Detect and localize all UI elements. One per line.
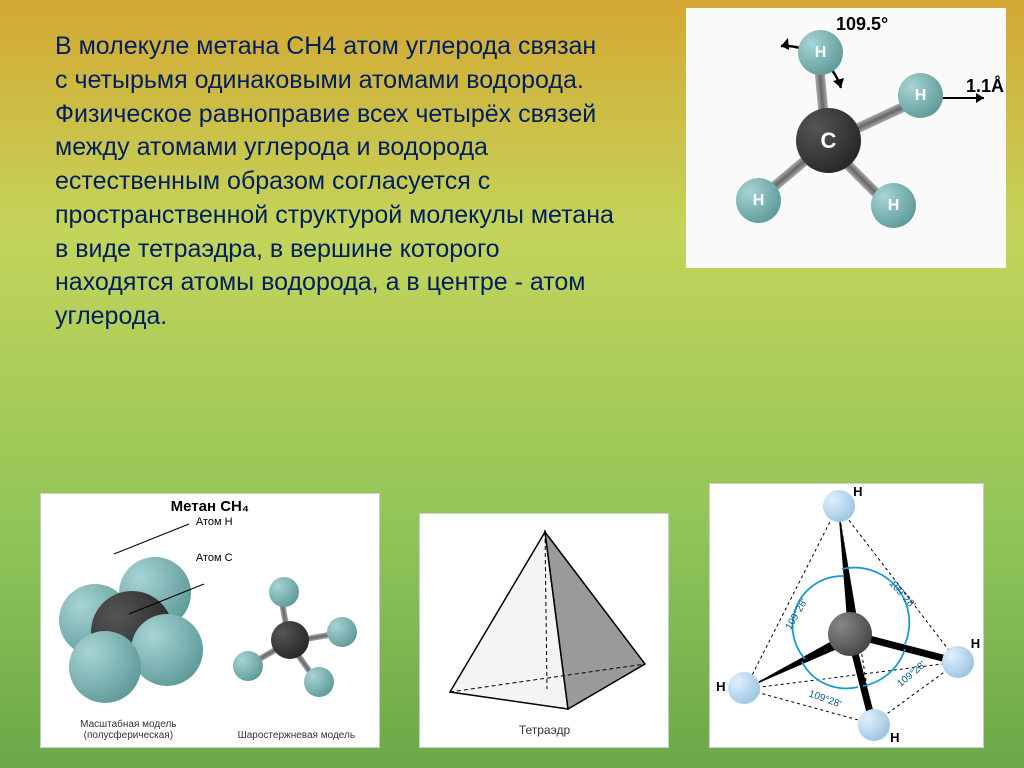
ballstick-model	[229, 579, 359, 709]
h-label-1: H	[853, 484, 862, 499]
vertex-atom-3	[942, 646, 974, 678]
tetrahedron-svg	[420, 514, 670, 724]
spacefill-caption: Масштабная модель (полусферическая)	[56, 719, 201, 741]
model-pair-panel: Метан CH₄ Атом H Атом C Масштабная модел…	[40, 493, 380, 748]
h-atom-4: H	[736, 178, 781, 223]
angle-diagram-panel: H H H H 109°28' 109°28' 109°28' 109°28'	[709, 483, 984, 748]
model-title: Метан CH₄	[41, 498, 379, 515]
ballstick-caption: Шаростержневая модель	[229, 730, 364, 741]
tetrahedron-panel: Тетраэдр	[419, 513, 669, 748]
h-atom-1: H	[798, 30, 843, 75]
atom-c-label: Атом C	[196, 552, 233, 564]
atom-h-label: Атом H	[196, 516, 233, 528]
h-atom-3: H	[871, 183, 916, 228]
h-label-3: H	[971, 636, 980, 651]
vertex-atom-2	[728, 672, 760, 704]
ch4-top-diagram: 109.5° 1.1Å C H H H H	[686, 8, 1006, 268]
vertex-atom-4	[858, 709, 890, 741]
bond-length: 1.1Å	[966, 76, 1004, 97]
bottom-row: Метан CH₄ Атом H Атом C Масштабная модел…	[0, 483, 1024, 748]
center-atom	[828, 612, 872, 656]
angle-value: 109.5°	[836, 14, 888, 35]
h-atom-2: H	[898, 73, 943, 118]
tetra-label: Тетраэдр	[420, 723, 668, 737]
h-label-4: H	[890, 730, 899, 745]
spacefill-model	[59, 549, 204, 699]
carbon-atom: C	[796, 108, 861, 173]
vertex-atom-1	[823, 490, 855, 522]
main-paragraph: В молекуле метана CH4 атом углерода связ…	[55, 30, 615, 334]
h-label-2: H	[716, 679, 725, 694]
